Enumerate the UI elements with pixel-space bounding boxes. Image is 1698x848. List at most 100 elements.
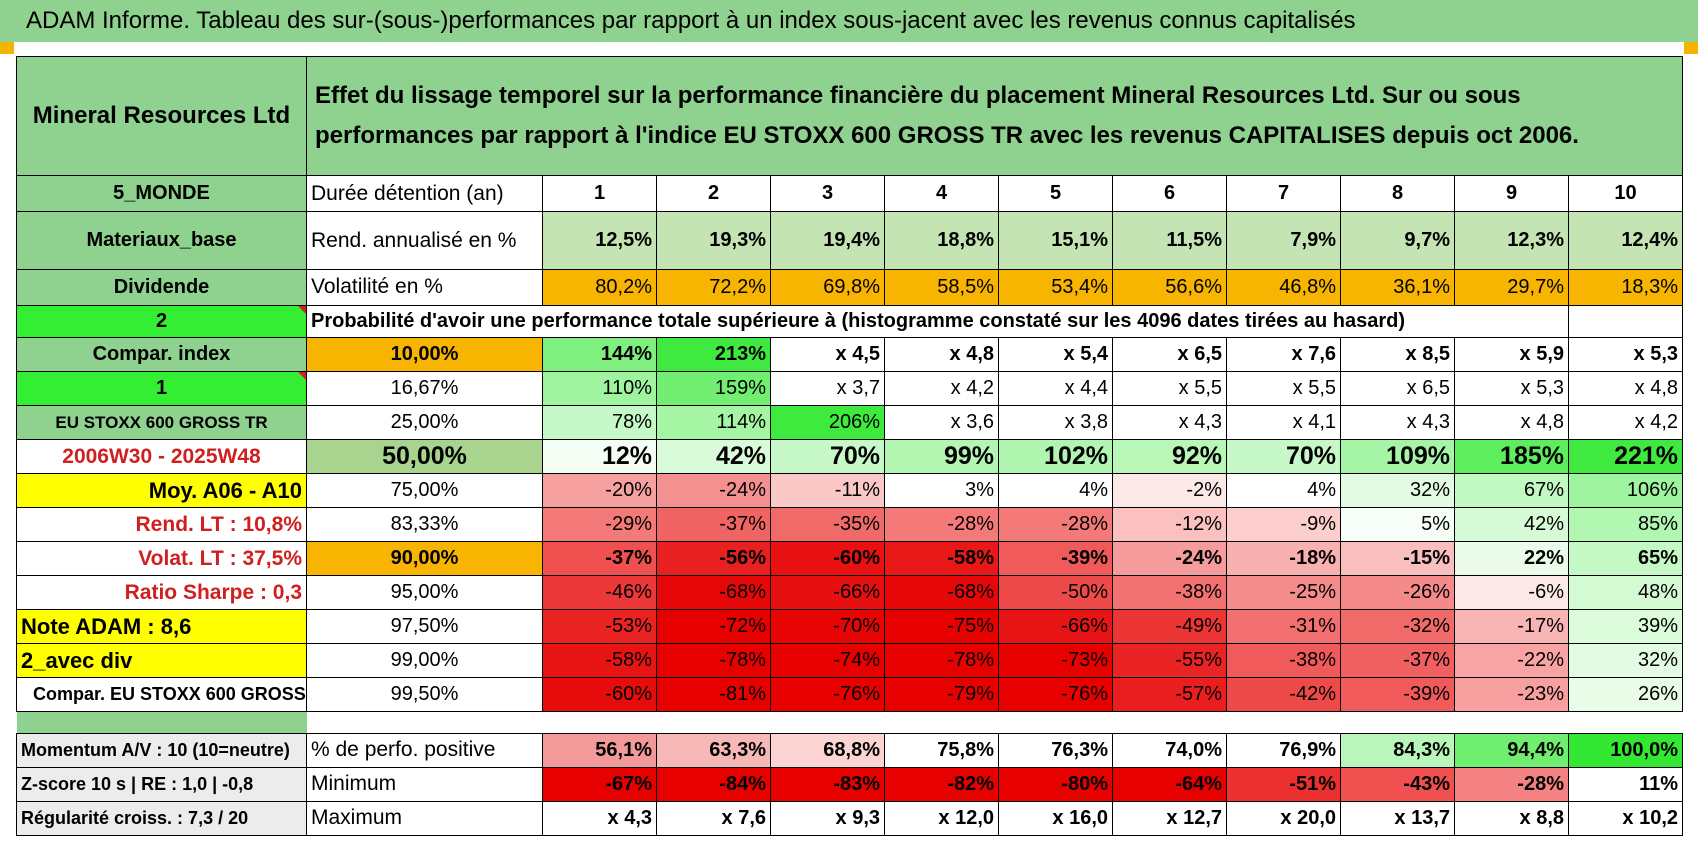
year-header: 4 — [884, 175, 999, 213]
prob-cell: x 5,5 — [1112, 370, 1227, 407]
prob-cell: x 3,6 — [884, 404, 999, 441]
bottom-row-label: % de perfo. positive — [306, 732, 543, 768]
bottom-cell: x 12,0 — [884, 800, 999, 837]
probability-level: 75,00% — [306, 473, 543, 509]
year-header: 6 — [1112, 175, 1227, 213]
prob-cell: -31% — [1226, 609, 1341, 645]
prob-cell: x 4,2 — [884, 370, 999, 407]
table-description: Effet du lissage temporel sur la perform… — [305, 55, 1684, 177]
prob-label-filler — [1454, 304, 1569, 338]
prob-cell: -39% — [998, 541, 1113, 577]
vol-cell: 29,7% — [1454, 268, 1569, 306]
type-label: Dividende — [16, 268, 307, 306]
prob-cell: -74% — [770, 643, 885, 679]
prob-cell: 102% — [998, 439, 1113, 475]
vol-cell: 36,1% — [1340, 268, 1455, 306]
vol-cell: 46,8% — [1226, 268, 1341, 306]
sharpe-label: Ratio Sharpe : 0,3 — [16, 575, 307, 611]
prob-cell: -75% — [884, 609, 999, 645]
region-label: 5_MONDE — [16, 175, 307, 213]
vol-cell: 18,3% — [1567, 268, 1684, 306]
bottom-cell: x 4,3 — [542, 800, 657, 837]
prob-cell: 67% — [1454, 473, 1569, 509]
prob-cell: -76% — [998, 677, 1113, 713]
probability-level: 97,50% — [306, 609, 543, 645]
prob-cell: -60% — [770, 541, 885, 577]
selector-1[interactable]: 2 — [16, 304, 307, 338]
year-header: 5 — [998, 175, 1113, 213]
prob-cell: -42% — [1226, 677, 1341, 713]
bottom-cell: 56,1% — [542, 732, 657, 768]
index-name: EU STOXX 600 GROSS TR — [16, 404, 307, 441]
probability-level: 16,67% — [306, 370, 543, 407]
rend-cell: 15,1% — [998, 211, 1113, 270]
prob-cell: -58% — [884, 541, 999, 577]
prob-cell: -38% — [1226, 643, 1341, 679]
prob-cell: 114% — [656, 404, 771, 441]
bottom-cell: -64% — [1112, 766, 1227, 802]
prob-cell: x 4,8 — [884, 336, 999, 372]
prob-cell: 85% — [1567, 507, 1684, 543]
prob-cell: 70% — [1226, 439, 1341, 475]
prob-cell: -6% — [1454, 575, 1569, 611]
bottom-cell: 68,8% — [770, 732, 885, 768]
bottom-cell: -28% — [1454, 766, 1569, 802]
bottom-cell: -51% — [1226, 766, 1341, 802]
table-row: 1 16,67% 110% 159% x 3,7 x 4,2 x 4,4 x 5,5 x 5,5… — [16, 370, 1684, 407]
prob-cell: 213% — [656, 336, 771, 372]
table-row: Note ADAM : 8,6 97,50% -53% -72% -70% -75% -66… — [16, 609, 1684, 645]
bottom-cell: -43% — [1340, 766, 1455, 802]
prob-cell: -37% — [542, 541, 657, 577]
table-row: Moy. A06 - A10 75,00% -20% -24% -11% 3% 4% -2% 4… — [16, 473, 1684, 509]
prob-cell: x 6,5 — [1112, 336, 1227, 372]
table-row: Momentum A/V : 10 (10=neutre)% de perfo.… — [16, 732, 1684, 768]
selector-2[interactable]: 1 — [16, 370, 307, 407]
prob-cell: 109% — [1340, 439, 1455, 475]
compar-index-label: Compar. index — [16, 336, 307, 372]
rend-cell: 19,3% — [656, 211, 771, 270]
prob-cell: 185% — [1454, 439, 1569, 475]
year-header: 9 — [1454, 175, 1569, 213]
prob-cell: 106% — [1567, 473, 1684, 509]
prob-cell: x 8,5 — [1340, 336, 1455, 372]
probability-level: 99,50% — [306, 677, 543, 713]
year-header: 1 — [542, 175, 657, 213]
probability-level: 83,33% — [306, 507, 543, 543]
bottom-cell: x 16,0 — [998, 800, 1113, 837]
prob-cell: -66% — [998, 609, 1113, 645]
prob-cell: -11% — [770, 473, 885, 509]
rend-label: Rend. annualisé en % — [306, 211, 543, 270]
compar-full-label: Compar. EU STOXX 600 GROSS TR — [16, 677, 307, 713]
bottom-cell: 76,3% — [998, 732, 1113, 768]
table-row: Rend. LT : 10,8% 83,33% -29% -37% -35% -28% -2… — [16, 507, 1684, 543]
year-header: 3 — [770, 175, 885, 213]
prob-cell: 42% — [1454, 507, 1569, 543]
prob-cell: -28% — [884, 507, 999, 543]
prob-cell: 65% — [1567, 541, 1684, 577]
prob-cell: -66% — [770, 575, 885, 611]
year-header: 7 — [1226, 175, 1341, 213]
prob-cell: -24% — [1112, 541, 1227, 577]
corner-marker-right — [1684, 42, 1698, 54]
prob-cell: 99% — [884, 439, 999, 475]
table-row: Régularité croiss. : 7,3 / 20 Maximum x 4,… — [16, 800, 1684, 837]
bottom-side-label: Momentum A/V : 10 (10=neutre) — [16, 732, 307, 768]
prob-cell: -72% — [656, 609, 771, 645]
bottom-cell: x 9,3 — [770, 800, 885, 837]
bottom-cell: 84,3% — [1340, 732, 1455, 768]
note-adam-label: Note ADAM : 8,6 — [16, 609, 307, 645]
vol-label: Volatilité en % — [306, 268, 543, 306]
bottom-cell: -84% — [656, 766, 771, 802]
prob-cell: -37% — [656, 507, 771, 543]
prob-cell: -56% — [656, 541, 771, 577]
prob-cell: -60% — [542, 677, 657, 713]
bottom-cell: x 12,7 — [1112, 800, 1227, 837]
prob-cell: -17% — [1454, 609, 1569, 645]
year-header: 10 — [1567, 175, 1684, 213]
prob-cell: -55% — [1112, 643, 1227, 679]
bottom-cell: 75,8% — [884, 732, 999, 768]
period-label: 2006W30 - 2025W48 — [16, 439, 307, 475]
prob-cell: -23% — [1454, 677, 1569, 713]
volat-lt-label: Volat. LT : 37,5% — [16, 541, 307, 577]
prob-cell: x 4,4 — [998, 370, 1113, 407]
